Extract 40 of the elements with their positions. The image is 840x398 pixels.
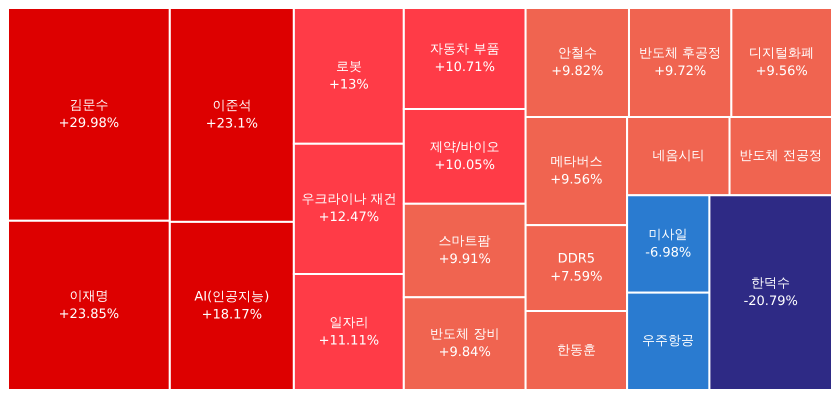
category-label: DDR5 [558,251,595,266]
data-label: +9.56% [550,172,602,188]
category-label: 우크라이나 재건 [301,192,396,208]
category-label: 미사일 [648,227,688,242]
category-label: 반도체 후공정 [639,46,722,61]
data-label: +18.17% [202,307,262,322]
data-label: +9.56% [756,64,808,79]
data-label: +9.84% [438,344,491,360]
data-label: +23.85% [58,306,120,322]
category-label: AI(인공지능) [194,289,270,304]
category-label: 제약/바이오 [430,140,500,155]
data-label: +10.71% [434,60,495,75]
data-label: +9.72% [654,64,706,79]
data-label: +7.59% [550,269,602,284]
data-label: -20.79% [744,294,798,310]
category-label: 자동차 부품 [430,42,500,57]
category-label: 스마트팜 [438,234,491,249]
category-label: 이재명 [69,288,108,304]
category-label: 김문수 [69,98,108,113]
data-label: +9.91% [438,252,491,267]
category-label: 네옴시티 [652,148,704,164]
category-label: 이준석 [212,98,252,114]
category-label: 한덕수 [751,276,790,292]
data-label: +29.98% [58,116,120,131]
data-label: +12.47% [318,210,380,226]
data-label: +13% [328,77,369,92]
data-label: +10.05% [434,158,495,173]
data-label: +9.82% [551,64,604,79]
category-label: 한동훈 [556,342,596,358]
category-label: 메타버스 [550,154,602,170]
category-label: 반도체 전공정 [740,148,822,164]
data-label: +11.11% [318,333,380,348]
category-label: 로봇 [336,59,362,74]
category-label: 우주항공 [642,334,694,349]
category-label: 디지털화폐 [749,46,814,61]
data-label: +23.1% [206,116,258,132]
data-label: -6.98% [645,245,692,260]
category-label: 반도체 장비 [430,326,500,342]
category-label: 안철수 [558,46,597,61]
category-label: 일자리 [329,315,368,330]
